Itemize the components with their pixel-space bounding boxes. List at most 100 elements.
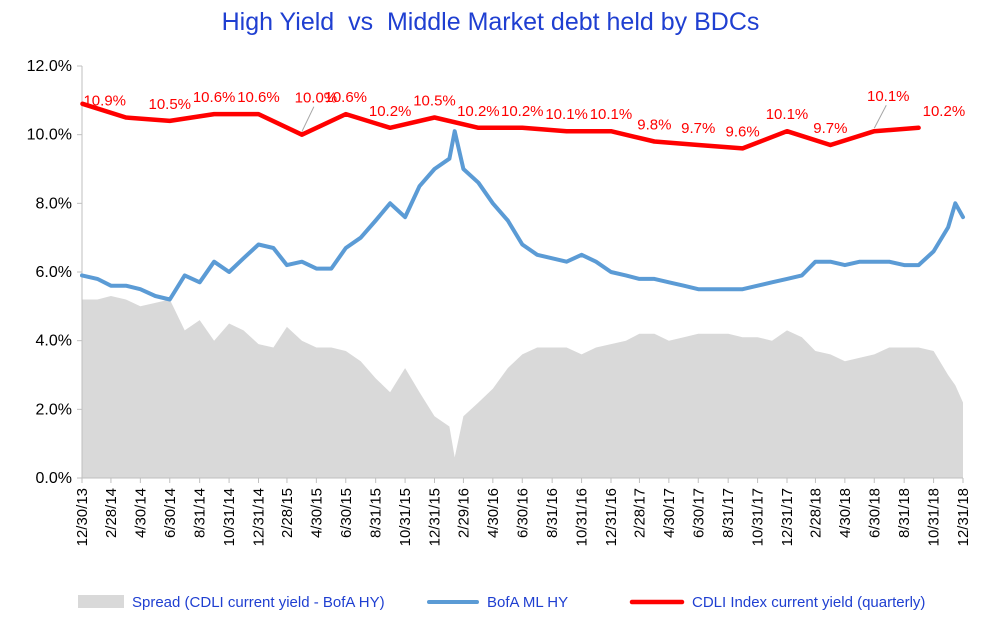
x-tick-label: 12/31/18 [955,488,972,546]
cdli-data-label: 10.1% [590,106,633,123]
x-tick-label: 8/31/15 [368,488,385,538]
cdli-data-label: 10.6% [324,89,367,106]
bofa-hy-point [389,202,391,204]
bofa-hy-point [272,247,275,249]
y-tick-label: 2.0% [36,401,72,418]
bofa-hy-point [801,274,803,277]
cdli-point [610,130,612,132]
bofa-hy-point [888,261,890,263]
bofa-hy-point [727,288,729,290]
bofa-hy-point [580,254,583,256]
x-tick-label: 8/31/16 [544,488,561,538]
bofa-hy-point [454,130,456,132]
cdli-point [742,147,744,149]
y-tick-label: 6.0% [36,264,72,281]
cdli-data-label: 10.9% [83,93,126,110]
bofa-hy-point [595,261,597,263]
x-tick-label: 6/30/14 [162,488,179,538]
bofa-hy-point [184,274,186,277]
bofa-hy-point [712,288,714,290]
bofa-hy-point [448,158,451,160]
bofa-hy-point [125,285,127,287]
bofa-hy-point [610,271,612,273]
x-tick-label: 6/30/18 [866,488,883,538]
axes: 0.0% 2.0% 4.0% 6.0% 8.0% 10.0% 12.0% 12/30/13 2/… [27,58,972,546]
x-tick-label: 10/31/17 [750,488,767,546]
x-tick-label: 2/28/18 [807,488,824,538]
bofa-hy-point [139,288,141,290]
cdli-point [125,116,127,119]
cdli-point [829,144,831,146]
cdli-point [213,113,215,115]
x-tick-label: 12/31/14 [251,488,268,546]
bofa-hy-point [962,216,964,218]
cdli-data-label: 9.6% [726,123,760,140]
x-tick-label: 12/31/17 [779,488,796,546]
cdli-data-label: 10.2% [923,103,966,120]
bofa-hy-point [257,243,260,246]
bofa-hy-point [433,168,436,170]
bofa-hy-point [345,247,347,249]
y-tick-label: 12.0% [27,58,72,75]
x-tick-label: 8/31/14 [192,488,209,538]
cdli-data-label: 10.1% [766,106,809,123]
cdli-data-label: 9.7% [813,120,847,137]
bofa-hy-point [492,202,494,204]
bofa-hy-point [653,278,655,280]
cdli-data-label: 10.6% [237,89,280,106]
bofa-hy-point [566,261,568,263]
cdli-point [653,140,655,143]
bofa-hy-point [213,261,215,263]
bofa-hy-layer [80,129,965,302]
data-label-leader [301,106,315,132]
x-tick-label: 8/31/18 [896,488,913,538]
bofa-hy-point [286,264,288,266]
x-tick-label: 6/30/15 [338,488,355,538]
bofa-hy-point [96,278,99,280]
bofa-hy-point [315,267,317,270]
bofa-hy-point [932,250,935,252]
bofa-hy-point [903,264,905,266]
bofa-hy-point [462,168,465,170]
x-tick-label: 12/31/16 [603,488,620,546]
cdli-point [257,113,260,115]
data-labels: 10.9% 10.5% 10.6% 10.6% 10.0%10.6%10.2%10.5%… [83,88,965,140]
bofa-hy-point [521,243,523,246]
bofa-hy-point [844,264,846,266]
legend-label-cdli: CDLI Index current yield (quarterly) [692,594,925,611]
bofa-hy-point [228,271,230,273]
data-label-leader [873,105,887,129]
bofa-hy-point [536,254,538,256]
bofa-hy-point [954,202,956,204]
bofa-hy-point [947,226,949,228]
bofa-hy-point [859,261,861,263]
bofa-hy-point [477,182,479,184]
bofa-hy-point [697,288,699,290]
bofa-hy-point [507,219,509,222]
cdli-layer [80,101,921,151]
x-tick-label: 10/31/16 [574,488,591,546]
cdli-point [786,130,788,132]
cdli-data-label: 10.2% [501,103,544,120]
x-tick-label: 10/31/14 [221,488,238,546]
bofa-hy-line [80,129,965,302]
x-tick-label: 2/28/14 [103,488,120,538]
x-tick-label: 2/28/17 [631,488,648,538]
chart-title: High Yield vs Middle Market debt held by… [221,8,760,36]
bofa-hy-point [375,219,377,222]
bofa-hy-point [756,285,759,287]
y-tick-label: 8.0% [36,195,72,212]
cdli-point [697,144,699,146]
cdli-point [521,127,523,129]
cdli-point [566,130,568,132]
x-tick-label: 6/30/16 [514,488,531,538]
cdli-point [81,103,84,105]
bofa-hy-point [873,261,875,263]
cdli-point [345,113,347,115]
y-tick-label: 0.0% [36,470,72,487]
cdli-data-label: 9.7% [681,120,715,137]
spread-area-layer [82,296,963,478]
bofa-hy-point [638,278,641,280]
bofa-hy-point [404,216,406,218]
